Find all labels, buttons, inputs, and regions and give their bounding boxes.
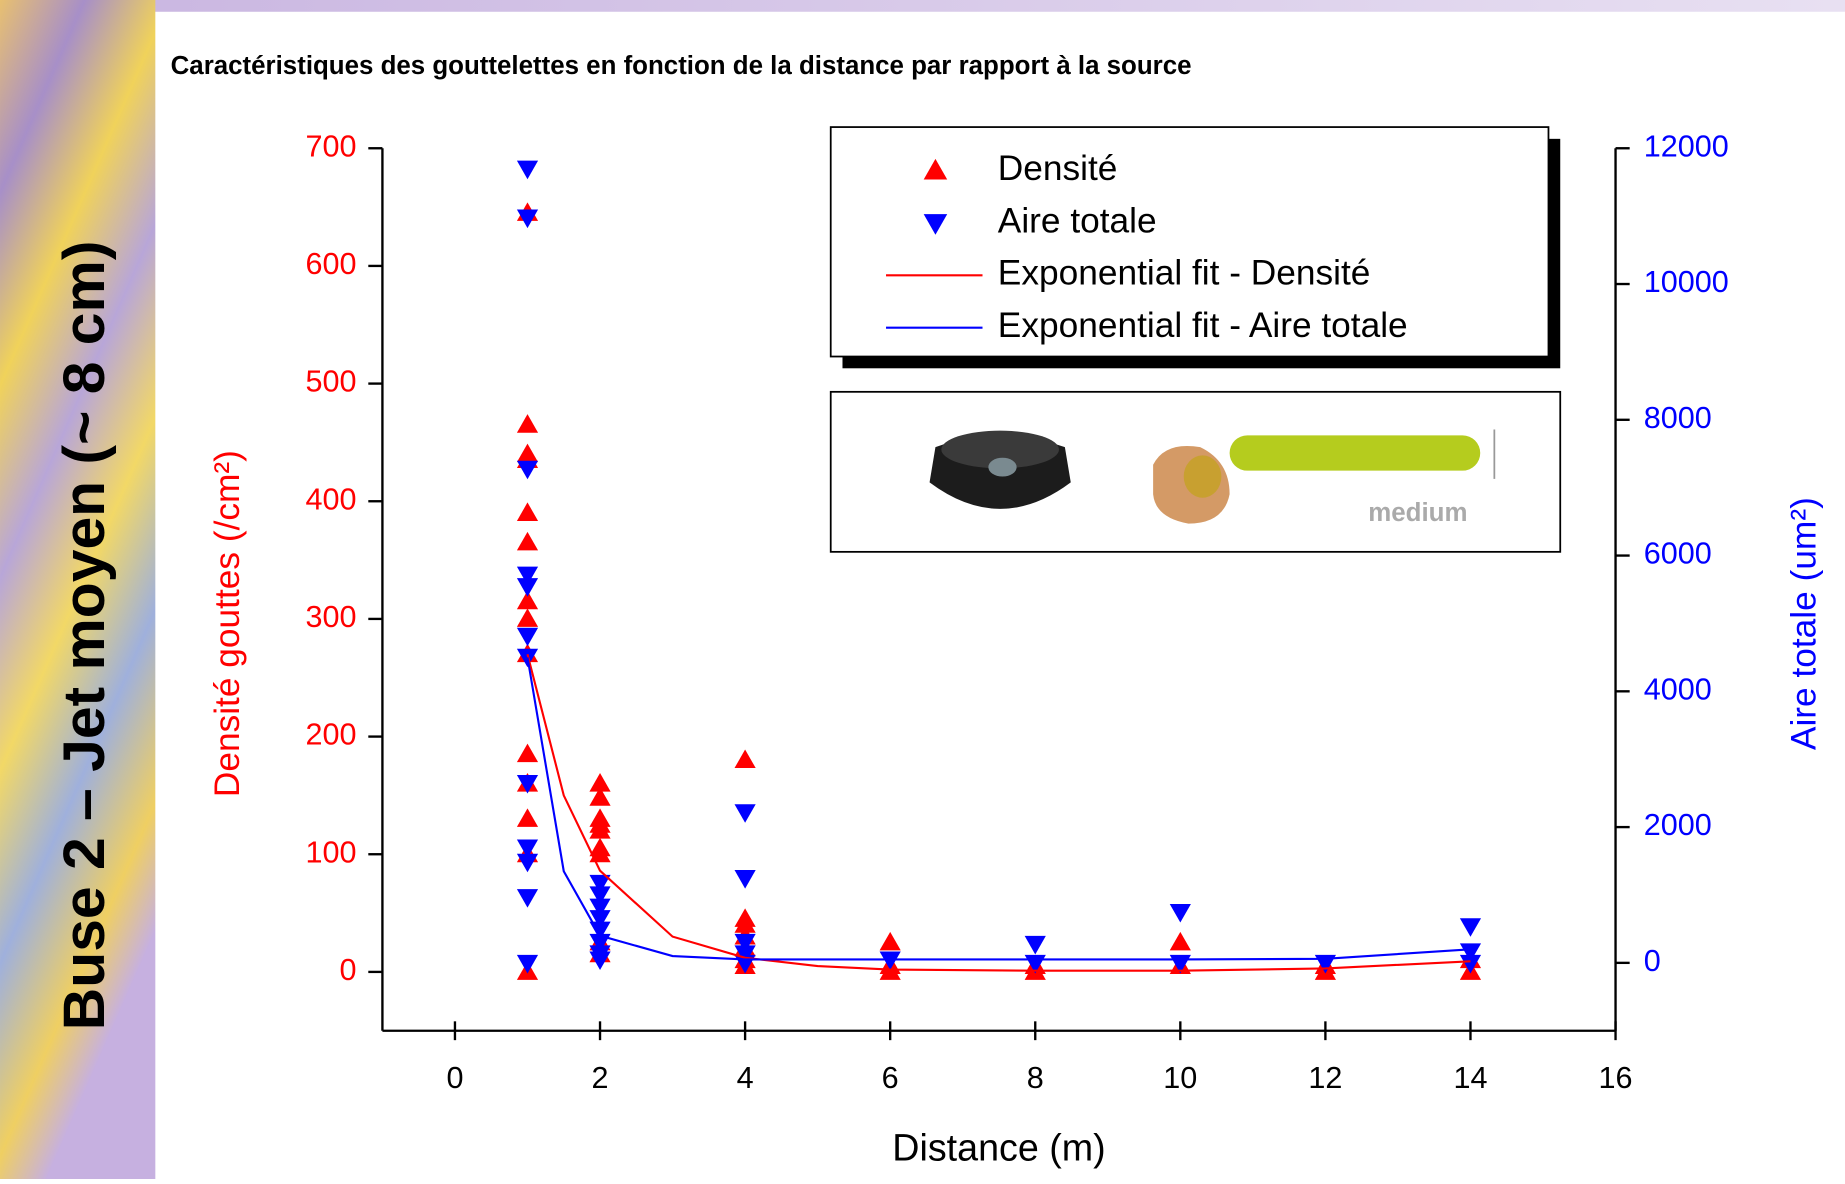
legend-entries: Densité Aire totale Exponential fit - Dens…: [886, 149, 1408, 345]
y-tick-label: 200: [306, 718, 357, 752]
y-tick-label: 700: [306, 129, 357, 163]
x-tick-label: 8: [1027, 1061, 1044, 1095]
slide-title: Buse 2 – Jet moyen (~ 8 cm): [52, 241, 117, 1031]
point: [516, 853, 539, 873]
point: [1169, 931, 1191, 951]
nozzle-top: [941, 430, 1059, 469]
point: [516, 209, 539, 229]
y2-tick-label: 12000: [1644, 129, 1729, 163]
spray-band: [1229, 435, 1481, 471]
fit-line: [526, 657, 1471, 961]
side-strip: [0, 0, 156, 1179]
x-tick-label: 12: [1308, 1061, 1342, 1095]
y2-tick-label: 10000: [1644, 265, 1729, 299]
point: [516, 502, 539, 521]
can: [1183, 455, 1222, 498]
x-axis-label: Distance (m): [892, 1127, 1105, 1169]
point: [516, 627, 539, 647]
legend-marker: [923, 158, 948, 180]
y2-tick-label: 8000: [1644, 401, 1712, 435]
top-band: [0, 0, 1845, 12]
point: [516, 608, 539, 627]
point: [516, 414, 539, 433]
y-tick-label: 0: [340, 953, 357, 987]
legend-label: Densité: [998, 149, 1118, 188]
point: [1459, 954, 1482, 974]
y-axis-label: Densité gouttes (/cm²): [208, 450, 247, 797]
y2-tick-label: 4000: [1644, 672, 1712, 706]
point: [516, 889, 539, 908]
point: [1024, 935, 1046, 955]
point: [516, 839, 539, 859]
point: [589, 886, 611, 905]
x-tick-label: 0: [446, 1061, 463, 1095]
point: [1459, 918, 1482, 937]
legend-label: Aire totale: [998, 201, 1157, 240]
point: [879, 951, 901, 971]
legend: [829, 126, 1550, 358]
x-tick-label: 4: [737, 1061, 754, 1095]
y2-tick-label: 2000: [1644, 808, 1712, 842]
point: [734, 870, 756, 889]
point: [589, 874, 611, 894]
fit-line: [526, 653, 1471, 972]
point: [516, 531, 539, 551]
y-tick-label: 400: [306, 482, 357, 516]
inset-label: medium: [1368, 499, 1467, 527]
nozzle-hole: [988, 457, 1017, 477]
y2-tick-label: 0: [1644, 944, 1661, 978]
point: [516, 578, 539, 597]
point: [589, 773, 611, 792]
x-tick-label: 6: [882, 1061, 899, 1095]
point: [589, 787, 611, 806]
point: [516, 775, 539, 794]
point: [734, 914, 756, 933]
point: [516, 954, 539, 974]
legend-label: Exponential fit - Aire totale: [998, 306, 1408, 345]
x-tick-label: 16: [1599, 1061, 1633, 1095]
point: [516, 460, 539, 480]
point: [516, 808, 539, 827]
inset: medium: [829, 390, 1562, 553]
x-tick-label: 10: [1163, 1061, 1197, 1095]
point: [589, 898, 611, 918]
point: [1169, 904, 1191, 923]
y-tick-label: 300: [306, 600, 357, 634]
x-tick-label: 14: [1453, 1061, 1487, 1095]
point: [879, 931, 901, 951]
legend-label: Exponential fit - Densité: [998, 254, 1371, 293]
y-tick-label: 100: [306, 835, 357, 869]
chart-title: Caractéristiques des gouttelettes en fon…: [171, 52, 1192, 80]
y2-tick-label: 6000: [1644, 537, 1712, 571]
point: [516, 566, 539, 586]
point: [734, 749, 756, 769]
legend-marker: [923, 214, 948, 235]
point: [516, 590, 539, 610]
point: [1459, 943, 1482, 962]
point: [734, 804, 756, 823]
y-tick-label: 500: [306, 365, 357, 399]
point: [734, 933, 756, 953]
point: [589, 951, 611, 971]
plot: 0 2 4 6 8 10 12 14 16 0 100 200 300 400 500 600 700 0 2000…: [208, 129, 1824, 1168]
y2-axis-label: Aire totale (um²): [1784, 497, 1823, 750]
point: [589, 933, 611, 953]
x-tick-label: 2: [592, 1061, 609, 1095]
y-tick-label: 600: [306, 247, 357, 281]
point: [516, 743, 539, 763]
point: [734, 945, 756, 964]
point: [516, 160, 539, 180]
point: [589, 910, 611, 929]
point: [589, 820, 611, 839]
